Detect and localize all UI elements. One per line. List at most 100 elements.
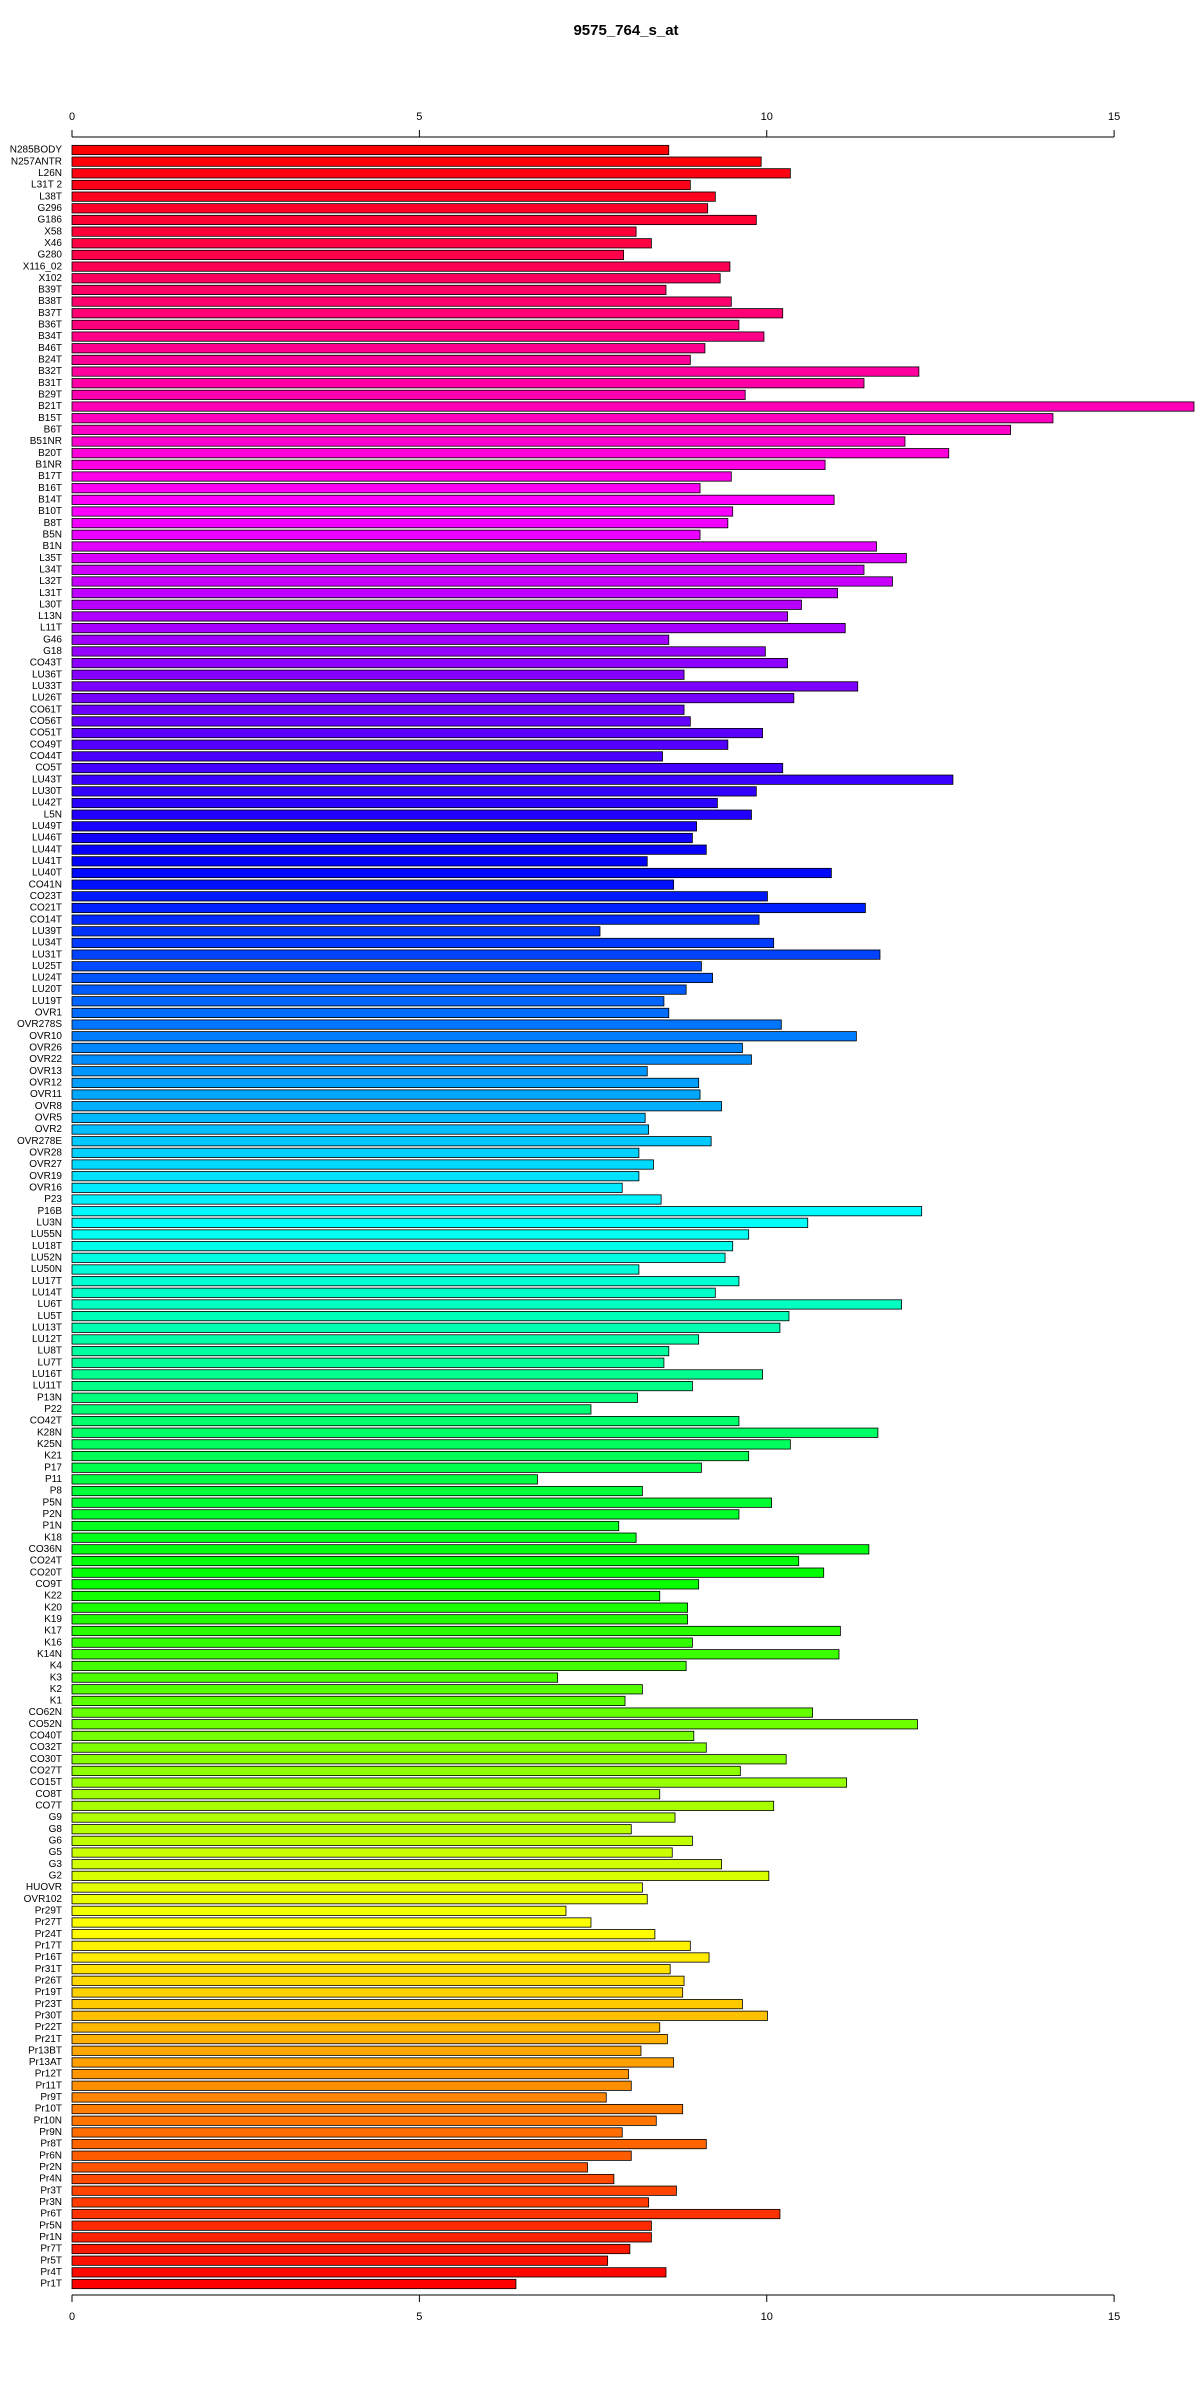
y-tick-label: K14N [37,1649,62,1660]
y-tick-label: K3 [50,1672,63,1683]
y-tick-label: Pr2N [39,2162,62,2173]
y-tick-label: L32T [39,576,62,587]
y-tick-label: L35T [39,553,62,564]
bar [71,1789,661,1800]
bar [71,2080,632,2091]
y-tick-label: G186 [38,215,63,226]
bar [71,693,795,704]
y-tick-label: CO36N [29,1544,62,1555]
y-tick-label: Pr4N [39,2174,62,2185]
bar [71,1206,923,1217]
y-tick-label: Pr6N [39,2150,62,2161]
y-tick-label: Pr10T [35,2104,62,2115]
y-tick-label: LU26T [32,693,62,704]
y-tick-label: CO40T [30,1731,62,1742]
y-tick-label: LU19T [32,996,62,1007]
bar [71,1567,825,1578]
bar [71,1229,750,1240]
y-tick-label: B38T [38,296,62,307]
bar [71,1136,712,1147]
bar [71,1077,700,1088]
y-tick-label: Pr30T [35,2010,62,2021]
bar [71,1439,791,1450]
bar [71,2034,668,2045]
bar [71,809,752,820]
bar [71,2057,675,2068]
bar [71,2243,631,2255]
y-tick-label: LU36T [32,669,62,680]
y-tick-label: Pr6T [40,2209,62,2220]
y-tick-label: OVR13 [29,1066,62,1077]
x-tick-label: 5 [416,111,422,123]
bar [71,494,835,505]
bar [71,1777,848,1788]
y-tick-label: CO51T [30,728,62,739]
y-tick-label: CO41N [29,879,62,890]
y-tick-label: CO44T [30,751,62,762]
bar [71,774,954,785]
bar [71,238,652,249]
y-tick-label: B39T [38,285,62,296]
bar [71,1217,809,1228]
bar [71,1485,643,1497]
y-tick-label: K22 [44,1591,62,1602]
y-tick-label: CO9T [35,1579,62,1590]
bar [71,856,648,867]
y-tick-label: Pr26T [35,1975,62,1986]
bar [71,1019,782,1030]
x-tick-label: 10 [761,2311,773,2323]
bar [71,273,721,284]
y-tick-label: L5N [44,809,62,820]
bar [71,401,1195,412]
bar [71,389,746,400]
x-tick-label: 0 [69,111,75,123]
y-tick-label: Pr24T [35,1929,62,1940]
y-tick-label: B1NR [35,459,62,470]
y-tick-label: P2N [43,1509,62,1520]
bar [71,518,729,529]
y-tick-label: LU20T [32,984,62,995]
bar [71,786,757,797]
bar [71,2267,667,2278]
bar [71,144,670,156]
bar [71,1929,656,1940]
y-tick-label: Pr13AT [29,2057,62,2068]
bar [71,1555,800,1567]
bar [71,436,906,447]
bar [71,576,893,587]
y-tick-label: L11T [40,623,62,634]
bar [71,1462,702,1473]
y-tick-label: P23 [44,1194,62,1205]
y-tick-label: B1N [43,541,62,552]
y-tick-label: G3 [49,1859,63,1870]
y-tick-label: B5N [43,529,62,540]
bar [71,1182,623,1193]
y-tick-label: B15T [38,413,62,424]
y-tick-label: N257ANTR [11,156,62,167]
y-tick-label: K1 [50,1696,63,1707]
bar [71,413,1054,424]
y-tick-label: B51NR [30,436,62,447]
y-tick-label: LU13T [32,1322,62,1333]
y-tick-label: L38T [39,191,62,202]
y-tick-label: LU17T [32,1276,62,1287]
y-tick-label: Pr9N [39,2127,62,2138]
y-tick-label: CO15T [30,1777,62,1788]
y-tick-label: Pr31T [35,1964,62,1975]
y-tick-label: LU43T [32,774,62,785]
y-tick-label: Pr13BT [28,2045,62,2056]
y-tick-label: Pr1T [40,2279,62,2290]
bar [71,937,775,949]
y-tick-label: OVR1 [35,1008,63,1019]
bar [71,669,685,680]
bar [71,1171,640,1182]
bar [71,634,670,645]
bar [71,1765,741,1776]
chart-title: 9575_764_s_at [573,22,678,39]
y-tick-label: G9 [49,1812,63,1823]
bar [71,1381,693,1392]
bar [71,319,740,330]
bar [71,727,763,739]
y-tick-label: G296 [38,203,63,214]
